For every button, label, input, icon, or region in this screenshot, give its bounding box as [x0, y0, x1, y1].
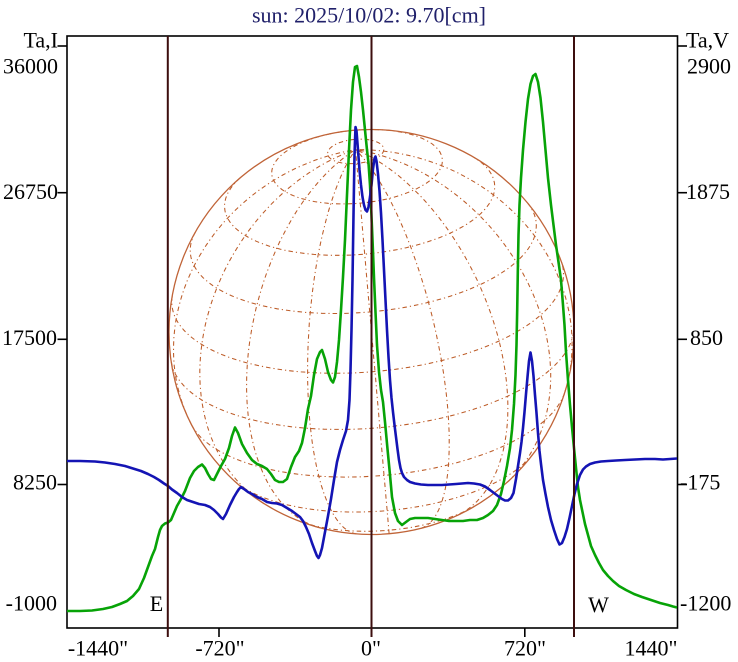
svg-text:sun: 2025/10/02: 9.70[cm]: sun: 2025/10/02: 9.70[cm] [252, 3, 486, 28]
svg-text:W: W [588, 592, 609, 617]
svg-text:-1440": -1440" [68, 636, 128, 661]
svg-text:1440": 1440" [625, 636, 678, 661]
svg-text:Ta,V: Ta,V [686, 28, 729, 53]
svg-text:850: 850 [690, 325, 723, 350]
svg-text:2900: 2900 [687, 54, 731, 79]
svg-text:-175: -175 [680, 470, 720, 495]
svg-text:1875: 1875 [686, 179, 730, 204]
svg-text:36000: 36000 [3, 54, 58, 79]
svg-text:-1200: -1200 [680, 591, 731, 616]
svg-text:720": 720" [504, 636, 546, 661]
svg-text:17500: 17500 [2, 325, 57, 350]
svg-text:-720": -720" [195, 636, 244, 661]
svg-text:Ta,I: Ta,I [24, 28, 59, 53]
svg-text:E: E [150, 591, 163, 616]
svg-text:0": 0" [361, 636, 381, 661]
svg-text:8250: 8250 [13, 470, 57, 495]
svg-text:-1000: -1000 [6, 591, 57, 616]
svg-text:26750: 26750 [3, 179, 58, 204]
